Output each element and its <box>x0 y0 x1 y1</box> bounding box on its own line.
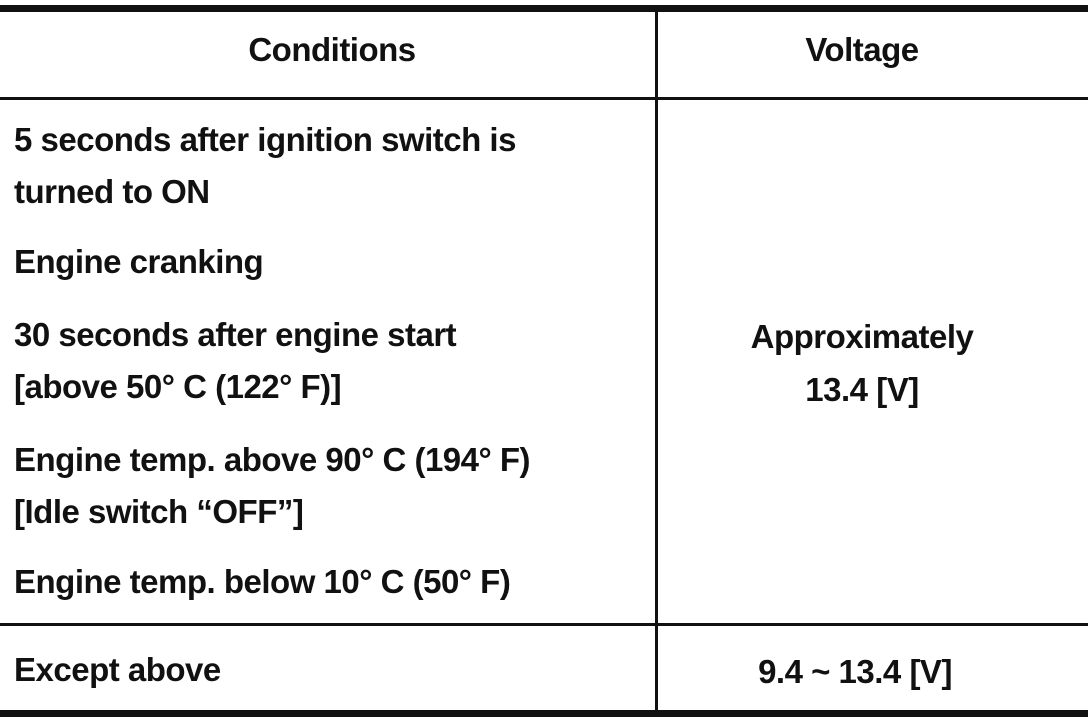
bottom-rule <box>0 710 1088 717</box>
top-rule <box>0 5 1088 12</box>
condition-text: 30 seconds after engine start <box>14 316 457 353</box>
header-cell: Voltage <box>805 31 919 68</box>
condition-text: [above 50° C (122° F)] <box>14 368 342 405</box>
header-cell: Conditions <box>248 31 416 68</box>
condition-text: Except above <box>14 651 221 688</box>
condition-text: Engine cranking <box>14 243 264 280</box>
header-rule <box>0 97 1088 100</box>
condition-text: Engine temp. below 10° C (50° F) <box>14 563 511 600</box>
voltage-text: 13.4 [V] <box>805 371 919 408</box>
column-divider <box>655 10 658 712</box>
body-rule <box>0 623 1088 626</box>
condition-text: [Idle switch “OFF”] <box>14 493 304 530</box>
condition-text: 5 seconds after ignition switch is <box>14 121 516 158</box>
condition-text: turned to ON <box>14 173 210 210</box>
voltage-text: 9.4 ~ 13.4 [V] <box>758 653 952 690</box>
voltage-text: Approximately <box>750 318 974 355</box>
condition-text: Engine temp. above 90° C (194° F) <box>14 441 531 478</box>
